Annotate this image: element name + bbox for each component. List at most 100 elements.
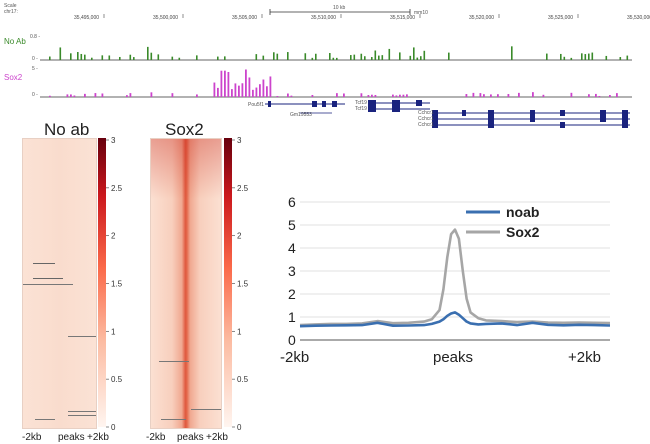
- sox2-signal-bar: [101, 93, 104, 97]
- y-tick-label: 3: [288, 263, 296, 279]
- sox2-signal-bar: [406, 94, 408, 97]
- colorbar-tick-label: 2: [111, 232, 116, 241]
- gene-label-cchcr1-c: Cchcr1: [418, 122, 434, 128]
- colorbar-tick-label: 2.5: [237, 184, 249, 193]
- colorbar-tick-label: 3: [111, 136, 116, 145]
- coordinate-axis: 35,495,000 35,500,000 35,505,000 35,510,000…: [74, 14, 650, 21]
- noab-signal-bar: [329, 53, 331, 60]
- chart-y-tick-labels: 0 1 2 3 4 5 6: [288, 194, 296, 348]
- sox2-signal-bar: [255, 87, 258, 97]
- noab-signal-bar: [59, 47, 62, 60]
- sox2-signal-bar: [129, 93, 132, 97]
- track-scale-top-sox2: 5 -: [32, 66, 38, 72]
- sox2-signal-bar: [224, 70, 226, 97]
- chart-series: [299, 228, 611, 328]
- noab-signal-bar: [360, 53, 363, 60]
- colorbar-tick-label: 0.5: [237, 375, 249, 384]
- heatmap-noab-xlabel-right: +2kb: [87, 432, 109, 443]
- noab-signal-bar: [304, 53, 307, 60]
- noab-signal-bar: [563, 56, 566, 60]
- x-tick-label: peaks: [433, 349, 473, 366]
- series-line-sox2: [299, 228, 611, 327]
- coord-label: 35,510,000: [311, 15, 336, 21]
- noab-signal-bar: [196, 55, 198, 60]
- sox2-signal-bar: [483, 94, 485, 97]
- y-tick-label: 1: [288, 309, 296, 325]
- series-line-noab: [299, 311, 611, 328]
- noab-signal-bar: [224, 56, 226, 60]
- y-tick-label: 5: [288, 217, 296, 233]
- noab-signal-bar: [409, 55, 412, 60]
- heatmap-title-noab: No ab: [44, 120, 90, 139]
- noab-signal-bar: [584, 54, 587, 60]
- noab-signal-bar: [353, 54, 356, 60]
- genome-browser: Scale chr17: 10 kb mm10 35,495,000 35,500…: [4, 3, 650, 128]
- gene-track: Pou5f1 Gm19553 Tcf19 Tcf19 Cchcr1 Cchcr1: [248, 100, 630, 128]
- noab-signal-bar: [591, 52, 594, 60]
- coord-label: 35,530,000: [627, 15, 650, 21]
- sox2-signal-bar: [248, 77, 251, 97]
- profile-line-chart: 0 1 2 3 4 5 6 -2kb peaks +2kb noab Sox2: [280, 194, 611, 366]
- coord-label: 35,525,000: [548, 15, 573, 21]
- coord-label: 35,495,000: [74, 15, 99, 21]
- sox2-signal-bar: [150, 92, 153, 97]
- gene-label-cchcr1-b: Cchcr1: [418, 116, 434, 122]
- noab-signal-bar: [511, 46, 513, 60]
- noab-signal-bar: [626, 55, 629, 60]
- track-label-noab: No Ab: [4, 37, 26, 46]
- noab-signal-bar: [448, 52, 450, 60]
- legend-label: noab: [506, 204, 539, 220]
- colorbar-tick-label: 1.5: [111, 280, 123, 289]
- colorbar-sox2-ticks: 3 2.5 2 1.5 1 0.5 0: [232, 136, 249, 432]
- sox2-signal-bar: [94, 93, 97, 97]
- noab-signal-bar: [388, 48, 391, 60]
- sox2-signal-bar: [518, 92, 520, 97]
- coord-label: 35,505,000: [232, 15, 257, 21]
- gene-label-tcf19-b: Tcf19: [355, 106, 367, 112]
- sox2-signal-bar: [598, 95, 601, 97]
- noab-signal-bar: [262, 55, 265, 60]
- sox2-signal-bar: [570, 92, 573, 97]
- colorbar-tick-label: 1: [111, 327, 116, 336]
- sox2-signal-bar: [290, 95, 293, 97]
- noab-signal-bar: [255, 54, 258, 60]
- noab-signal-bar: [423, 50, 426, 60]
- chart-legend: noab Sox2: [466, 204, 540, 240]
- gene-label-cchcr1-a: Cchcr1: [418, 110, 434, 116]
- sox2-signal-bar: [392, 94, 394, 97]
- scale-label: Scale: [4, 3, 17, 9]
- noab-signal-bar: [273, 52, 275, 60]
- sox2-signal-bar: [217, 87, 219, 97]
- track-scale-bottom-noab: 0 -: [32, 56, 38, 62]
- noab-signal-bar: [588, 53, 590, 60]
- chart-gridlines: [300, 201, 610, 341]
- noab-signal-bar: [420, 56, 422, 60]
- sox2-signal-bar: [266, 86, 268, 97]
- noab-signal-bar: [171, 56, 174, 60]
- colorbar-tick-label: 3: [237, 136, 242, 145]
- noab-signal-bar: [605, 55, 608, 60]
- sox2-signal-bar: [245, 69, 247, 97]
- sox2-signal-bar: [374, 94, 377, 97]
- noab-signal-bar: [416, 57, 419, 60]
- sox2-signal-bar: [241, 83, 244, 97]
- noab-signal-bar: [619, 57, 622, 60]
- noab-signal-bar: [133, 57, 135, 60]
- sox2-signal-bar: [595, 93, 597, 97]
- colorbar-tick-label: 0: [237, 423, 242, 432]
- colorbar-tick-label: 2.5: [111, 184, 123, 193]
- sox2-signal-bar: [472, 92, 475, 97]
- noab-signal-bar: [150, 52, 153, 60]
- coord-label: 35,515,000: [390, 15, 415, 21]
- colorbar-sox2: [224, 138, 232, 427]
- sox2-signal-bar: [276, 95, 279, 97]
- colorbar-noab-ticks: 3 2.5 2 1.5 1 0.5 0: [106, 136, 123, 432]
- sox2-signal-bar: [234, 83, 237, 97]
- sox2-signal-bar: [227, 71, 230, 97]
- gene-label-pou5f1: Pou5f1: [248, 102, 264, 108]
- noab-signal-bar: [108, 55, 111, 60]
- noab-signal-bar: [311, 57, 314, 60]
- sox2-signal-bar: [609, 95, 611, 97]
- noab-signal-bar: [119, 56, 121, 60]
- noab-signal-bar: [381, 55, 384, 60]
